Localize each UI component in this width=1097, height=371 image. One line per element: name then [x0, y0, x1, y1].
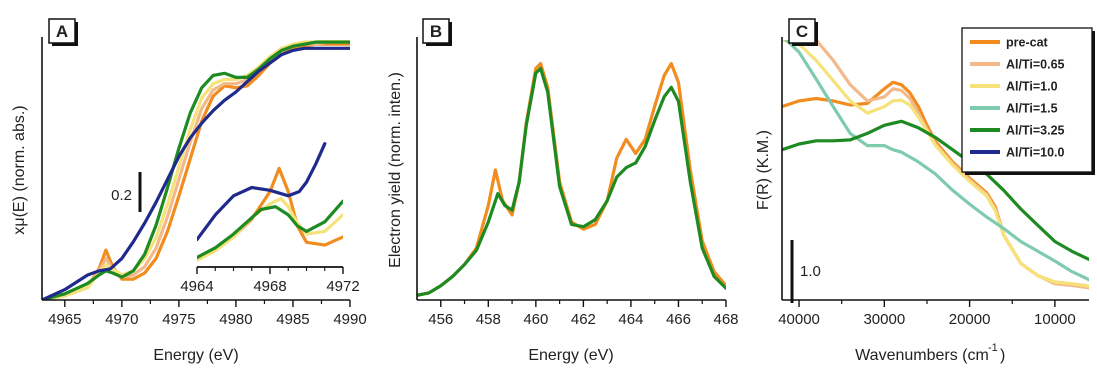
- series-line-C-4: [782, 119, 1089, 261]
- series-line-A-inset-1: [197, 196, 343, 262]
- panel-letter-A: A: [56, 22, 68, 41]
- panel-letter-B: B: [430, 22, 442, 41]
- legend-label-4: Al/Ti=3.25: [1006, 124, 1065, 138]
- x-tick-label-A-1: 4970: [105, 311, 138, 328]
- series-group-B: [417, 61, 726, 297]
- scale-bar-label-A: 0.2: [111, 187, 132, 204]
- series-line-C-3: [783, 40, 1089, 282]
- x-tick-label-B-5: 466: [666, 311, 691, 328]
- x-tick-label-C-1: 30000: [863, 311, 905, 328]
- x-tick-label-B-6: 468: [713, 311, 738, 328]
- legend-label-3: Al/Ti=1.5: [1006, 102, 1058, 116]
- x-axis-label-A: Energy (eV): [153, 347, 238, 364]
- x-tick-label-inset-1: 4968: [253, 278, 286, 295]
- x-tick-label-A-2: 4975: [162, 311, 195, 328]
- x-tick-label-B-4: 464: [618, 311, 643, 328]
- x-tick-label-B-1: 458: [476, 311, 501, 328]
- x-tick-label-C-3: 10000: [1034, 311, 1076, 328]
- panel-letter-box-C: [788, 18, 816, 44]
- x-tick-label-A-4: 4985: [276, 311, 309, 328]
- series-group-A-inset: [197, 142, 343, 262]
- y-axis-label-B: Electron yield (norm. inten.): [387, 72, 404, 268]
- panel-letter-box-A: [48, 18, 76, 44]
- x-tick-label-B-2: 460: [523, 311, 548, 328]
- x-tick-label-A-5: 4990: [333, 311, 366, 328]
- series-line-A-0: [42, 42, 350, 300]
- series-line-A-inset-2: [197, 199, 343, 259]
- x-axis-label-C-superscript: -1: [988, 342, 998, 354]
- x-tick-label-A-0: 4965: [48, 311, 81, 328]
- y-axis-label-C: F(R) (K.M.): [755, 130, 772, 210]
- y-axis-label-A: xμ(E) (norm. abs.): [11, 105, 28, 234]
- series-line-B-1: [417, 66, 726, 297]
- series-group-C: [782, 40, 1089, 290]
- legend-box: [961, 27, 1093, 173]
- panel-letter-C: C: [796, 22, 808, 41]
- series-line-A-4: [42, 46, 350, 300]
- legend-label-1: Al/Ti=0.65: [1006, 58, 1065, 72]
- x-tick-label-B-3: 462: [571, 311, 596, 328]
- panel-letter-box-B: [422, 18, 450, 44]
- series-line-B-0: [417, 61, 726, 297]
- legend-label-5: Al/Ti=10.0: [1006, 146, 1065, 160]
- x-tick-label-B-0: 456: [428, 311, 453, 328]
- scale-bar-label-C: 1.0: [800, 263, 821, 280]
- x-tick-label-C-2: 20000: [949, 311, 991, 328]
- x-tick-label-inset-2: 4972: [326, 278, 359, 295]
- series-line-A-1: [42, 40, 350, 300]
- series-line-A-2: [42, 40, 350, 300]
- legend-label-0: pre-cat: [1006, 36, 1049, 50]
- x-axis-label-C: Wavenumbers (cm: [855, 347, 989, 364]
- series-line-A-3: [42, 40, 350, 300]
- x-axis-label-C-close: ): [1000, 347, 1005, 364]
- x-tick-label-inset-0: 4964: [180, 278, 213, 295]
- series-group-A: [42, 40, 350, 300]
- series-line-A-inset-3: [197, 142, 327, 242]
- x-tick-label-C-0: 40000: [778, 311, 820, 328]
- legend-label-2: Al/Ti=1.0: [1006, 80, 1058, 94]
- x-axis-label-B: Energy (eV): [528, 347, 613, 364]
- x-tick-label-A-3: 4980: [219, 311, 252, 328]
